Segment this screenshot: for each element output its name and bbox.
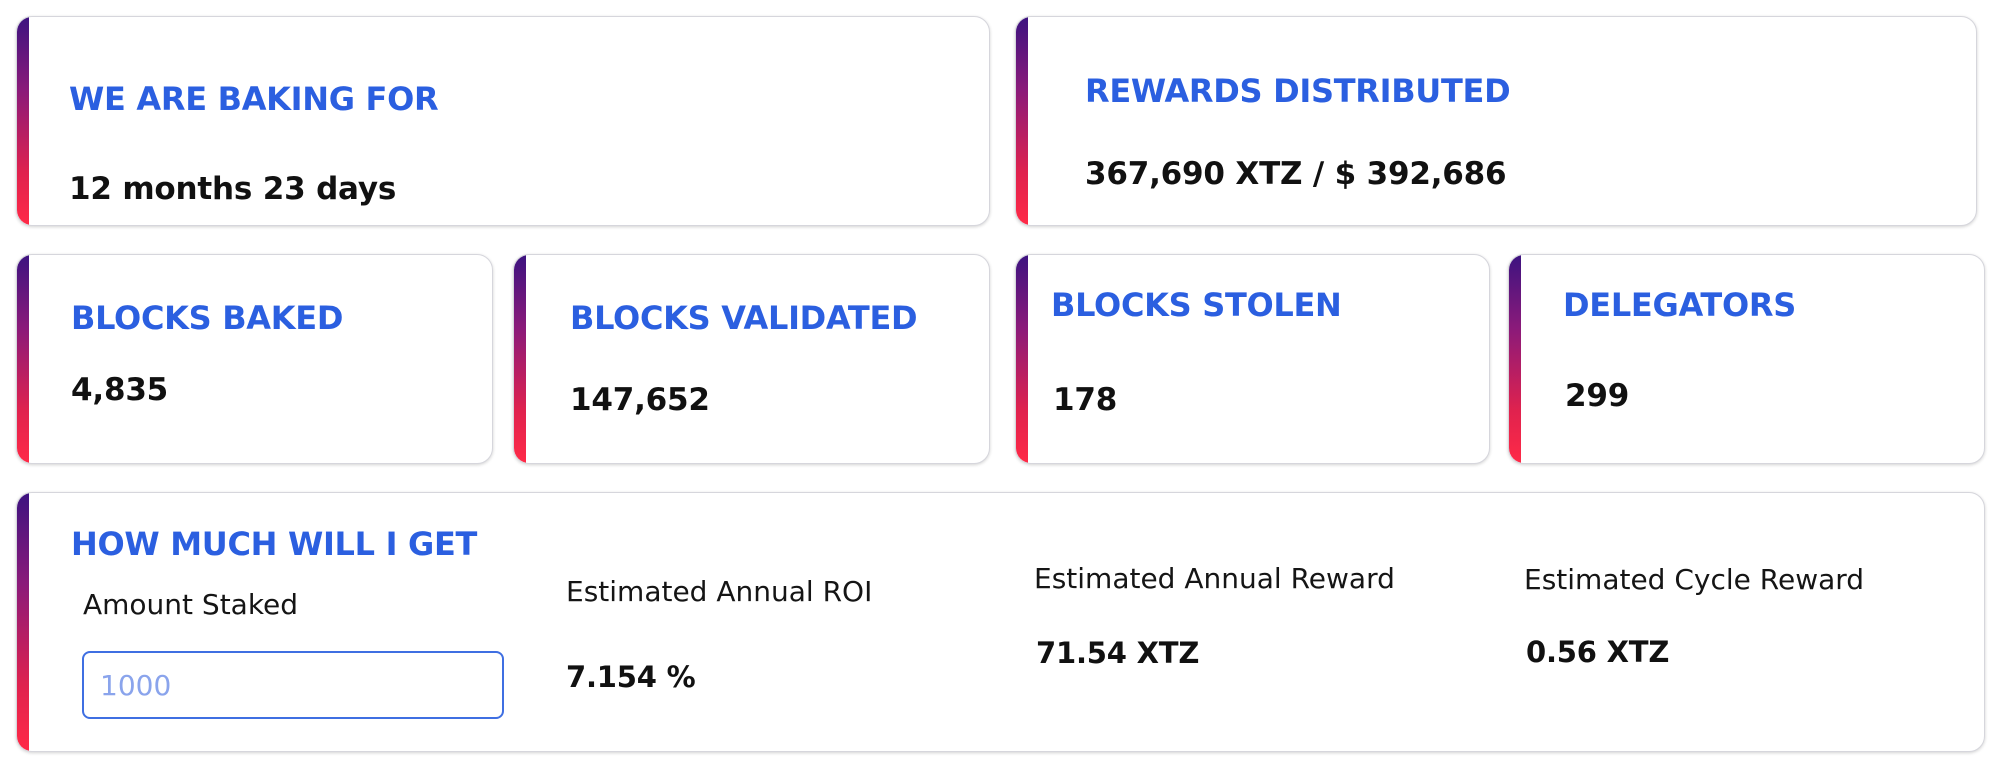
card-accent-bar <box>1016 17 1028 225</box>
amount-staked-label: Amount Staked <box>83 588 299 621</box>
card-accent-bar <box>17 17 29 225</box>
blocks-stolen-card: BLOCKS STOLEN 178 <box>1015 254 1490 464</box>
annual-roi-label: Estimated Annual ROI <box>566 575 873 608</box>
card-accent-bar <box>17 493 29 751</box>
amount-staked-input[interactable] <box>82 651 504 719</box>
blocks-validated-card: BLOCKS VALIDATED 147,652 <box>513 254 990 464</box>
delegators-value: 299 <box>1565 378 1630 414</box>
annual-reward-label: Estimated Annual Reward <box>1034 562 1395 595</box>
delegators-label: DELEGATORS <box>1563 286 1796 324</box>
delegators-card: DELEGATORS 299 <box>1508 254 1985 464</box>
card-accent-bar <box>1016 255 1028 463</box>
blocks-baked-label: BLOCKS BAKED <box>71 299 344 337</box>
reward-calculator-card: HOW MUCH WILL I GET Amount Staked Estima… <box>16 492 1985 752</box>
baking-period-card: WE ARE BAKING FOR 12 months 23 days <box>16 16 990 226</box>
blocks-validated-value: 147,652 <box>570 382 710 418</box>
annual-roi-value: 7.154 % <box>566 660 696 694</box>
blocks-validated-label: BLOCKS VALIDATED <box>570 299 918 337</box>
rewards-distributed-label: REWARDS DISTRIBUTED <box>1085 72 1511 110</box>
rewards-distributed-value: 367,690 XTZ / $ 392,686 <box>1085 156 1507 192</box>
card-accent-bar <box>514 255 526 463</box>
annual-reward-value: 71.54 XTZ <box>1036 636 1200 670</box>
card-accent-bar <box>1509 255 1521 463</box>
blocks-baked-value: 4,835 <box>71 372 169 408</box>
blocks-stolen-value: 178 <box>1053 382 1118 418</box>
baking-period-label: WE ARE BAKING FOR <box>69 80 439 118</box>
cycle-reward-label: Estimated Cycle Reward <box>1524 563 1865 596</box>
card-accent-bar <box>17 255 29 463</box>
blocks-baked-card: BLOCKS BAKED 4,835 <box>16 254 493 464</box>
calculator-title: HOW MUCH WILL I GET <box>71 525 478 563</box>
rewards-distributed-card: REWARDS DISTRIBUTED 367,690 XTZ / $ 392,… <box>1015 16 1977 226</box>
baking-period-value: 12 months 23 days <box>69 171 397 207</box>
blocks-stolen-label: BLOCKS STOLEN <box>1051 286 1342 324</box>
cycle-reward-value: 0.56 XTZ <box>1526 635 1670 669</box>
